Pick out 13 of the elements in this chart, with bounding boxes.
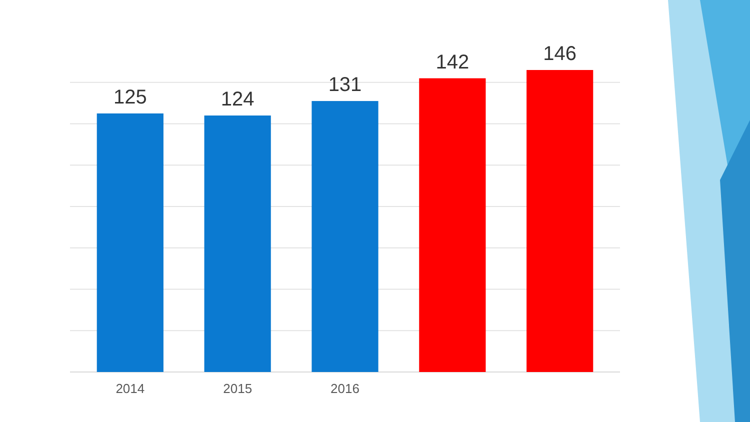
data-label: 124 (220, 88, 254, 111)
data-label: 125 (113, 86, 147, 108)
bar (419, 78, 486, 372)
x-tick-label: 2016 (330, 381, 360, 396)
bar (204, 116, 271, 372)
x-tick-label: 2014 (116, 381, 145, 396)
x-tick-label: 2015 (223, 381, 252, 396)
bar (526, 70, 594, 372)
bar (96, 113, 164, 372)
bar (312, 101, 378, 372)
data-label: 146 (543, 43, 577, 65)
data-label: 131 (328, 74, 362, 96)
data-label: 142 (436, 51, 470, 74)
